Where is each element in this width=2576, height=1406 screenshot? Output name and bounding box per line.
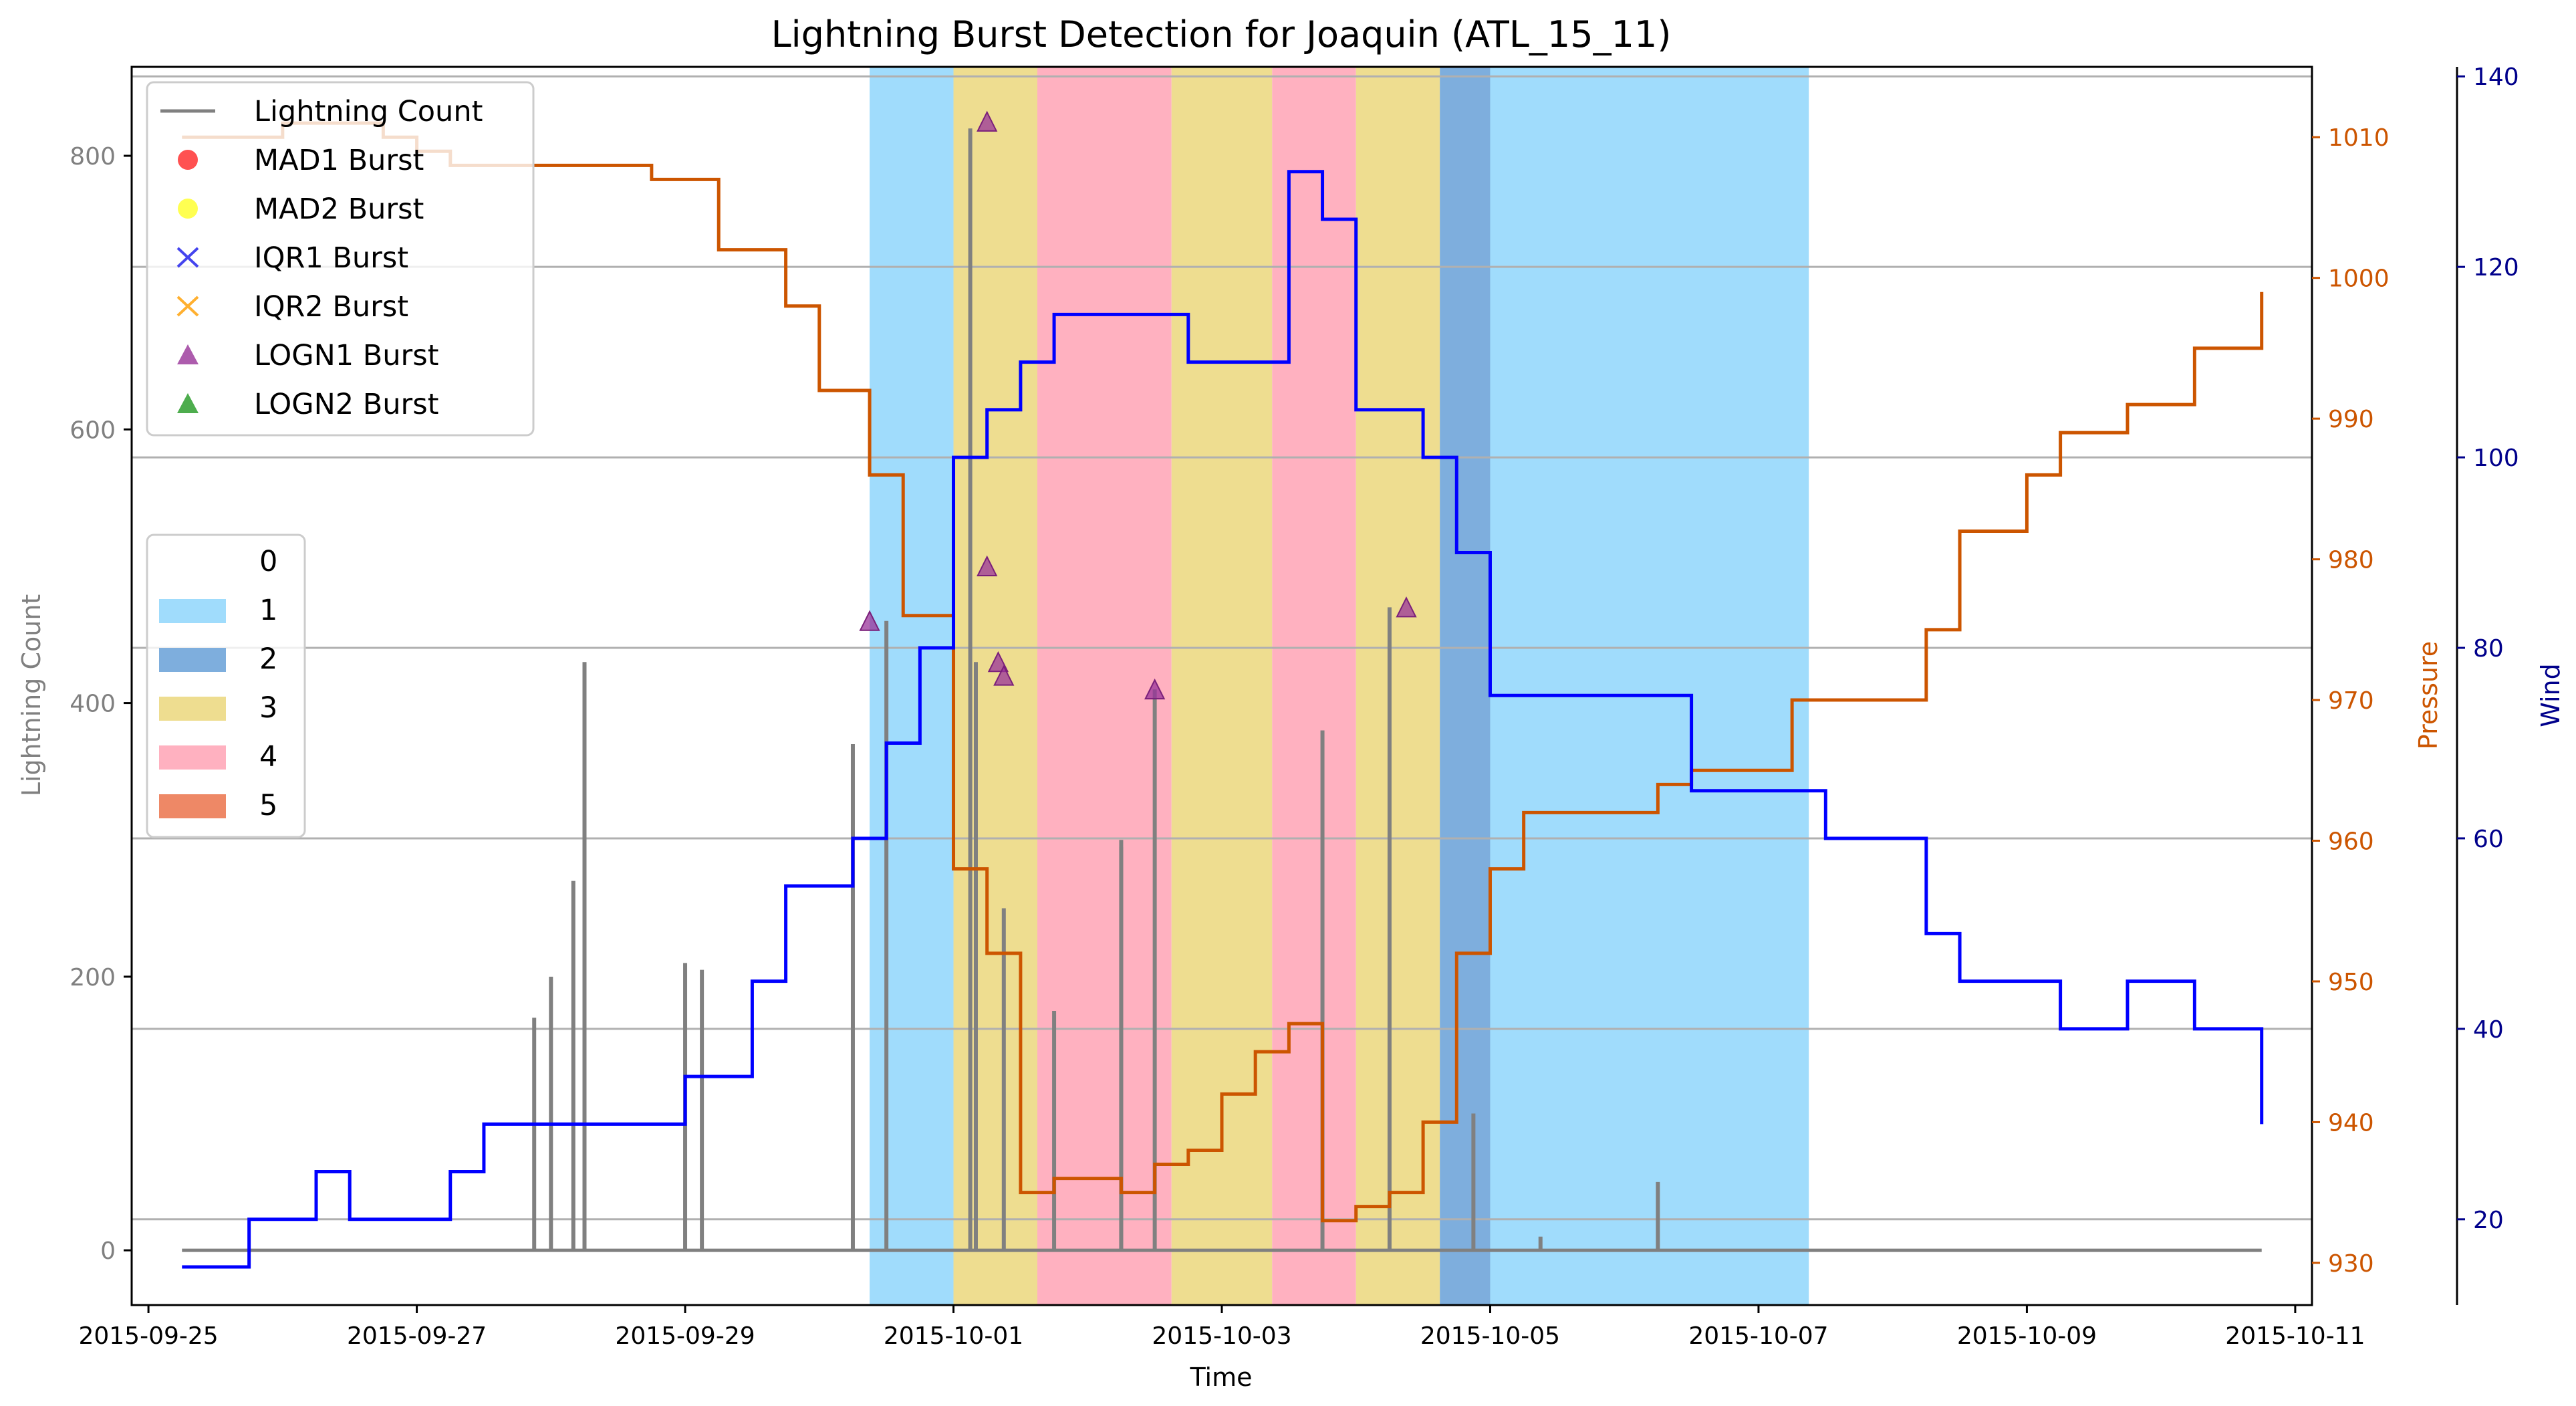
legend-label-6: LOGN2 Burst bbox=[254, 388, 438, 421]
y2-tick-label-8: 1010 bbox=[2328, 124, 2390, 152]
x-tick-label-3: 2015-10-01 bbox=[884, 1322, 1023, 1350]
y-tick-label-0: 0 bbox=[100, 1238, 116, 1265]
pressure-line bbox=[182, 121, 2264, 1223]
category-swatch-5 bbox=[159, 794, 226, 818]
y3-tick-label-0: 20 bbox=[2473, 1207, 2504, 1234]
category-band-2 bbox=[953, 67, 1037, 1305]
y2-tick-label-3: 960 bbox=[2328, 828, 2374, 856]
y-tick-label-1: 200 bbox=[70, 964, 116, 991]
category-band-7 bbox=[1440, 67, 1491, 1305]
y-tick-label-3: 600 bbox=[70, 417, 116, 444]
category-band-1 bbox=[870, 67, 954, 1305]
y3-tick-label-1: 40 bbox=[2473, 1016, 2504, 1044]
x-tick-label-7: 2015-10-09 bbox=[1957, 1322, 2097, 1350]
y2-tick-label-5: 980 bbox=[2328, 547, 2374, 574]
category-label-0: 0 bbox=[259, 545, 277, 578]
x-axis: 2015-09-25 2015-09-27 2015-09-29 2015-10-01… bbox=[78, 1305, 2365, 1350]
category-label-5: 5 bbox=[259, 789, 277, 822]
y-axis-label: Lightning Count bbox=[17, 594, 46, 797]
category-band-6 bbox=[1356, 67, 1440, 1305]
y-axis-lightning: 0 200 400 600 800 bbox=[70, 143, 132, 1265]
x-tick-label-5: 2015-10-05 bbox=[1420, 1322, 1560, 1350]
logn1-burst-marker-6 bbox=[1144, 678, 1166, 700]
y3-tick-label-5: 120 bbox=[2473, 254, 2519, 281]
y2-axis-label: Pressure bbox=[2414, 641, 2443, 749]
grid-lines bbox=[132, 75, 2312, 1221]
x-tick-label-2: 2015-09-29 bbox=[615, 1322, 755, 1350]
y2-tick-label-7: 1000 bbox=[2328, 265, 2390, 293]
y2-tick-label-2: 950 bbox=[2328, 969, 2374, 996]
y2-tick-label-1: 940 bbox=[2328, 1109, 2374, 1137]
y-axis-pressure: 930 940 950 960 970 980 990 1000 1010 bbox=[2312, 124, 2390, 1278]
legend-label-1: MAD1 Burst bbox=[254, 144, 424, 177]
legend-label-5: LOGN1 Burst bbox=[254, 339, 438, 372]
category-label-1: 1 bbox=[259, 594, 277, 627]
category-legend-box bbox=[146, 534, 306, 838]
legend-label-0: Lightning Count bbox=[254, 95, 483, 128]
burst-markers bbox=[859, 110, 1417, 700]
legend-box bbox=[146, 81, 535, 437]
legend-swatch-x-4 bbox=[176, 296, 199, 317]
logn1-burst-marker-2 bbox=[977, 555, 998, 576]
pressure-series bbox=[182, 121, 2264, 1223]
category-label-2: 2 bbox=[259, 642, 277, 676]
category-swatch-2 bbox=[159, 648, 226, 672]
x-tick-label-4: 2015-10-03 bbox=[1152, 1322, 1291, 1350]
y3-tick-label-3: 80 bbox=[2473, 635, 2504, 663]
wind-series bbox=[182, 170, 2264, 1269]
category-swatch-0 bbox=[159, 550, 226, 574]
category-bands bbox=[870, 67, 1809, 1305]
category-swatch-3 bbox=[159, 697, 226, 721]
legend-swatch-triangle-6 bbox=[177, 393, 199, 413]
category-band-3 bbox=[1037, 67, 1172, 1305]
y-tick-label-4: 800 bbox=[70, 143, 116, 170]
x-tick-label-0: 2015-09-25 bbox=[78, 1322, 218, 1350]
category-label-4: 4 bbox=[259, 740, 277, 774]
category-legend: 0 1 2 3 4 5 bbox=[146, 534, 306, 838]
y-tick-label-2: 400 bbox=[70, 691, 116, 718]
legend-swatch-triangle-5 bbox=[177, 344, 199, 364]
category-swatch-1 bbox=[159, 599, 226, 623]
category-label-3: 3 bbox=[259, 691, 277, 725]
x-axis-label: Time bbox=[1190, 1363, 1253, 1392]
category-band-8 bbox=[1490, 67, 1809, 1305]
legend-label-2: MAD2 Burst bbox=[254, 193, 424, 226]
legend-swatch-circle-1 bbox=[178, 150, 198, 170]
legend-label-3: IQR1 Burst bbox=[254, 241, 408, 275]
x-tick-label-1: 2015-09-27 bbox=[347, 1322, 487, 1350]
y3-tick-label-4: 100 bbox=[2473, 445, 2519, 472]
category-band-5 bbox=[1272, 67, 1356, 1305]
logn1-burst-marker-1 bbox=[859, 610, 880, 631]
y2-tick-label-0: 930 bbox=[2328, 1250, 2374, 1278]
y2-tick-label-4: 970 bbox=[2328, 687, 2374, 715]
x-tick-label-6: 2015-10-07 bbox=[1688, 1322, 1828, 1350]
y2-tick-label-6: 990 bbox=[2328, 406, 2374, 433]
y3-tick-label-6: 140 bbox=[2473, 64, 2519, 91]
y-axis-wind: 20 40 60 80 100 120 140 bbox=[2456, 64, 2519, 1305]
logn1-burst-marker-5 bbox=[977, 110, 998, 132]
legend-swatch-circle-2 bbox=[178, 199, 198, 219]
legend-swatch-x-3 bbox=[176, 247, 199, 268]
x-tick-label-8: 2015-10-11 bbox=[2225, 1322, 2365, 1350]
logn1-burst-marker-7 bbox=[1396, 596, 1417, 618]
legend: Lightning Count MAD1 Burst MAD2 Burst IQR1 … bbox=[146, 81, 535, 437]
category-swatch-4 bbox=[159, 745, 226, 770]
y3-axis-label: Wind bbox=[2536, 663, 2565, 727]
y3-tick-label-2: 60 bbox=[2473, 826, 2504, 853]
chart-title: Lightning Burst Detection for Joaquin (A… bbox=[771, 13, 1672, 55]
logn1-burst-marker-4 bbox=[993, 665, 1015, 686]
legend-label-4: IQR2 Burst bbox=[254, 290, 408, 324]
wind-line bbox=[182, 170, 2264, 1269]
